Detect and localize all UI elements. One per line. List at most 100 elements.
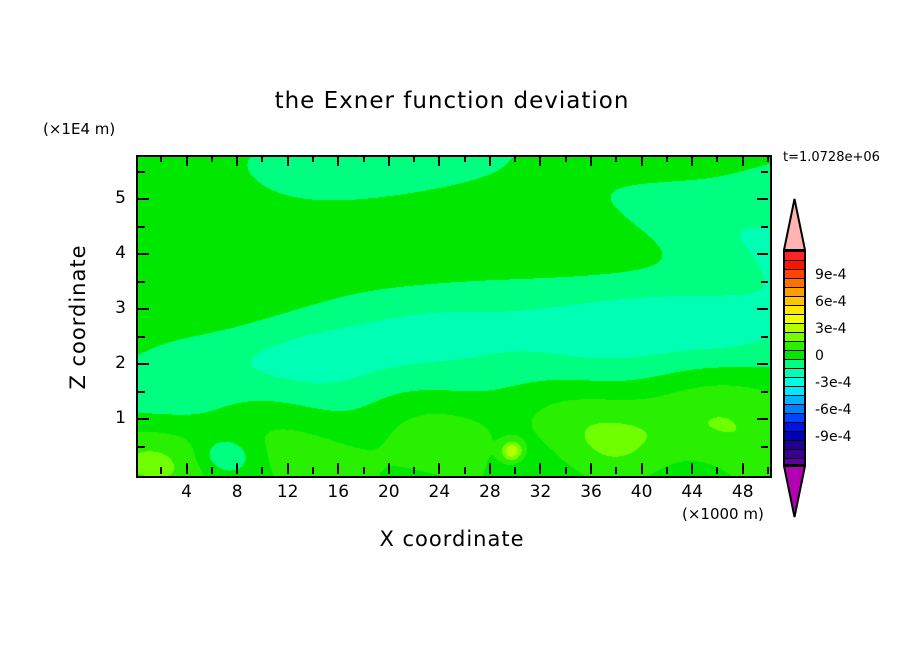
- x-axis-tick: [640, 157, 643, 166]
- x-axis-minor-tick: [716, 157, 719, 162]
- x-axis-tick: [185, 463, 188, 474]
- x-axis-tick: [337, 463, 340, 474]
- x-axis-tick: [488, 463, 491, 474]
- colorbar-band: [785, 387, 804, 396]
- x-axis-minor-tick: [463, 157, 466, 162]
- colorbar-band: [785, 459, 804, 464]
- x-axis-tick-label: 8: [231, 482, 243, 502]
- y-axis-tick: [757, 418, 768, 420]
- colorbar-band: [785, 297, 804, 306]
- colorbar-band: [785, 279, 804, 288]
- colorbar-tick-label: 9e-4: [815, 267, 847, 283]
- x-axis-minor-tick: [413, 467, 416, 474]
- x-axis-tick-label: 32: [529, 482, 552, 502]
- timestamp-annotation: t=1.0728e+06: [783, 150, 880, 165]
- colorbar-band: [785, 369, 804, 378]
- colorbar-under-arrow: [783, 465, 806, 518]
- x-axis-tick-label: 28: [479, 482, 501, 502]
- y-axis-unit-label: (×1E4 m): [43, 120, 116, 138]
- y-axis-tick: [757, 253, 768, 255]
- y-axis-tick: [757, 363, 768, 365]
- colorbar-band: [785, 360, 804, 369]
- colorbar-band: [785, 351, 804, 360]
- x-axis-minor-tick: [716, 467, 719, 474]
- x-axis-tick: [539, 157, 542, 166]
- y-axis-minor-tick: [761, 335, 768, 338]
- x-axis-minor-tick: [362, 467, 365, 474]
- x-axis-minor-tick: [767, 467, 769, 474]
- colorbar-tick-label: -3e-4: [815, 375, 852, 391]
- x-axis-tick: [185, 157, 188, 166]
- x-axis-minor-tick: [362, 157, 365, 162]
- x-axis-tick-label: 48: [731, 482, 754, 502]
- x-axis-tick-label: 20: [377, 482, 400, 502]
- x-axis-tick: [387, 463, 390, 474]
- x-axis-tick-label: 12: [276, 482, 299, 502]
- x-axis-tick-label: 36: [580, 482, 602, 502]
- x-axis-tick: [590, 463, 593, 474]
- x-axis-minor-tick: [261, 157, 264, 162]
- colorbar-band: [785, 450, 804, 459]
- y-axis-minor-tick: [761, 445, 768, 448]
- y-axis-tick-label: 3: [115, 298, 126, 318]
- colorbar-band: [785, 342, 804, 351]
- y-axis-minor-tick: [138, 445, 145, 448]
- x-axis-tick: [539, 463, 542, 474]
- colorbar-band: [785, 333, 804, 342]
- y-axis-tick-label: 1: [115, 408, 126, 428]
- y-axis-tick-label: 4: [115, 243, 126, 263]
- x-axis-minor-tick: [564, 467, 567, 474]
- colorbar-band: [785, 423, 804, 432]
- colorbar-band: [785, 414, 804, 423]
- x-axis-tick: [640, 463, 643, 474]
- x-axis-tick: [387, 157, 390, 166]
- x-axis-tick: [438, 463, 441, 474]
- y-axis-minor-tick: [761, 280, 768, 283]
- y-axis-minor-tick: [138, 170, 145, 173]
- x-axis-tick: [741, 463, 744, 474]
- colorbar-band: [785, 441, 804, 450]
- colorbar-band: [785, 252, 804, 261]
- y-axis-minor-tick: [761, 170, 768, 173]
- y-axis-tick: [757, 308, 768, 310]
- x-axis-minor-tick: [514, 467, 517, 474]
- x-axis-tick-label: 40: [630, 482, 653, 502]
- colorbar-band: [785, 432, 804, 441]
- x-axis-tick: [590, 157, 593, 166]
- x-axis-minor-tick: [615, 157, 618, 162]
- x-axis-minor-tick: [210, 157, 213, 162]
- y-axis-minor-tick: [761, 390, 768, 393]
- colorbar-tick-label: 6e-4: [815, 294, 847, 310]
- x-axis-minor-tick: [160, 157, 163, 162]
- x-axis-tick: [438, 157, 441, 166]
- x-axis-tick: [741, 157, 744, 166]
- y-axis-minor-tick: [138, 335, 145, 338]
- x-axis-minor-tick: [311, 157, 314, 162]
- colorbar-tick-label: 0: [815, 348, 824, 364]
- x-axis-tick: [286, 157, 289, 166]
- x-axis-minor-tick: [210, 467, 213, 474]
- colorbar-band: [785, 306, 804, 315]
- y-axis-minor-tick: [761, 225, 768, 228]
- x-axis-title: X coordinate: [379, 527, 525, 551]
- colorbar-band: [785, 378, 804, 387]
- contour-field-canvas: [138, 157, 770, 476]
- y-axis-tick: [138, 198, 149, 200]
- x-axis-tick-label: 4: [181, 482, 192, 502]
- x-axis-tick: [236, 157, 239, 166]
- colorbar-tick-label: -9e-4: [815, 429, 852, 445]
- colorbar-band: [785, 396, 804, 405]
- x-axis-minor-tick: [514, 157, 517, 162]
- x-axis-tick: [691, 157, 694, 166]
- colorbar-band: [785, 315, 804, 324]
- x-axis-tick: [337, 157, 340, 166]
- colorbar-band: [785, 261, 804, 270]
- x-axis-tick-label: 24: [428, 482, 451, 502]
- y-axis-minor-tick: [138, 280, 145, 283]
- contour-plot-area: [136, 155, 772, 478]
- x-axis-tick-label: 44: [681, 482, 703, 502]
- x-axis-tick-label: 16: [327, 482, 350, 502]
- x-axis-tick: [691, 463, 694, 474]
- x-axis-minor-tick: [665, 467, 668, 474]
- x-axis-minor-tick: [413, 157, 416, 162]
